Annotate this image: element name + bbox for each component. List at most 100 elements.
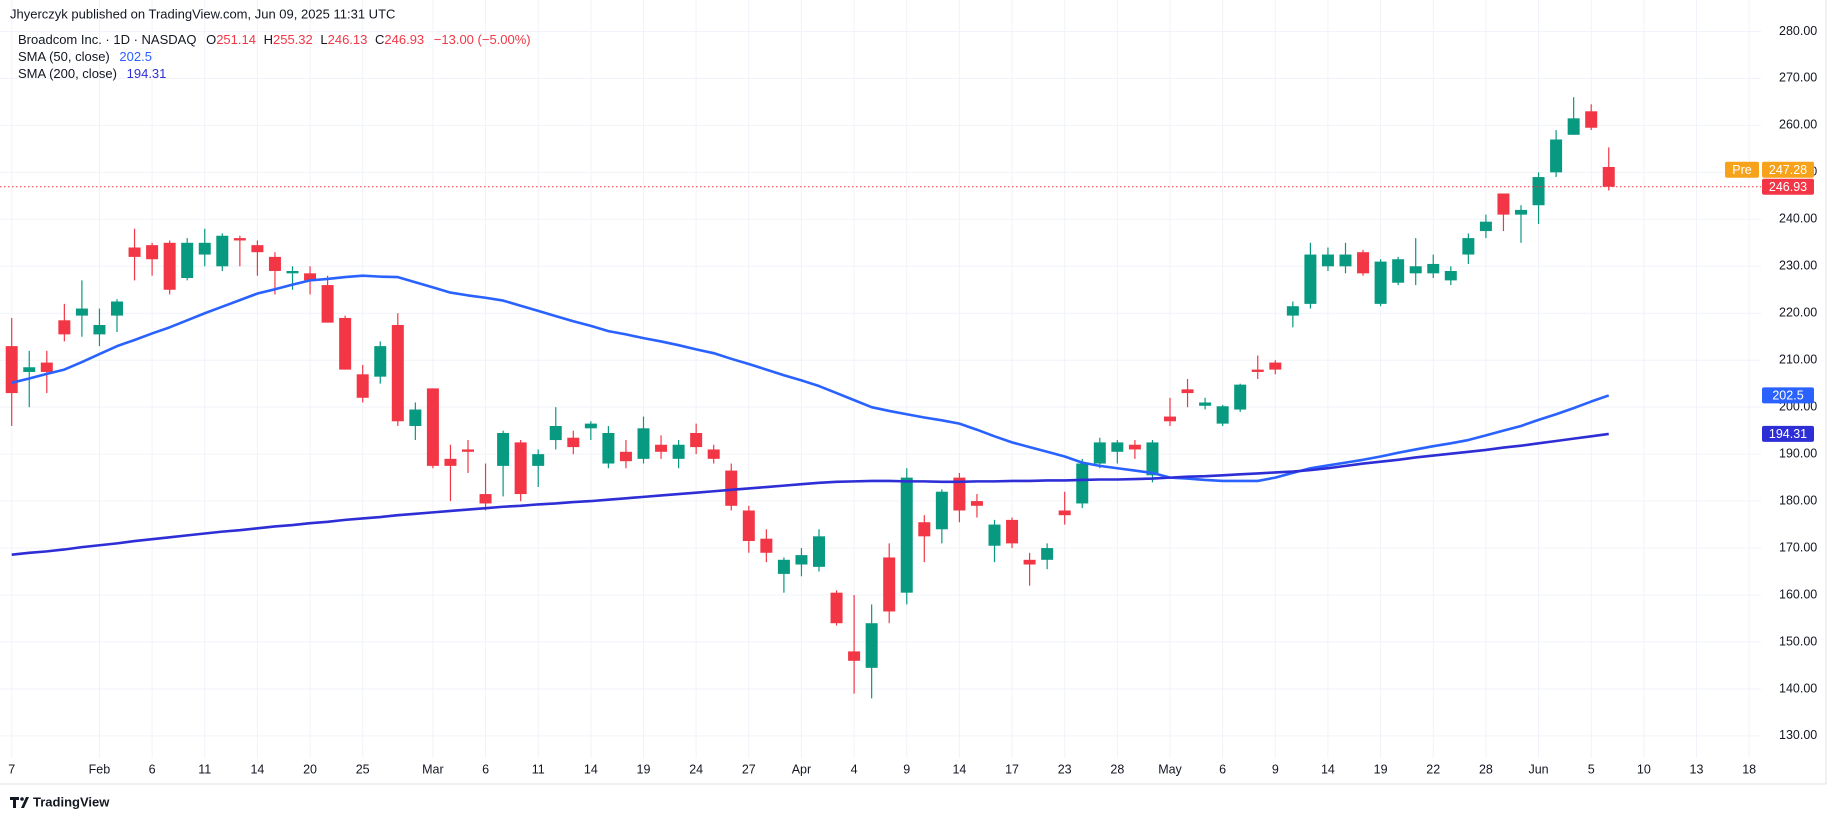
candle-body xyxy=(462,449,474,452)
candle-body xyxy=(848,651,861,661)
candle-body xyxy=(1567,118,1580,135)
candle-body xyxy=(514,442,527,495)
marks-layer xyxy=(0,97,1761,699)
y-tick-label: 140.00 xyxy=(1779,681,1817,695)
candle-body xyxy=(216,235,229,267)
y-tick-label: 170.00 xyxy=(1779,540,1817,554)
candle-body xyxy=(760,538,773,553)
candle-body xyxy=(128,247,141,257)
y-tick-label: 240.00 xyxy=(1779,212,1817,226)
y-tick-label: 130.00 xyxy=(1779,728,1817,742)
x-tick-label: Feb xyxy=(89,762,111,776)
ohlc-label: O xyxy=(206,32,216,47)
candle-body xyxy=(497,433,510,466)
sma-value: 194.31 xyxy=(127,66,167,81)
y-tick-label: 260.00 xyxy=(1779,118,1817,132)
symbol-legend: Broadcom Inc. · 1D · NASDAQ O251.14 H255… xyxy=(18,32,531,47)
sma-name: SMA (50, close) xyxy=(18,49,110,64)
candle-body xyxy=(532,454,545,466)
candle-body xyxy=(321,285,334,323)
candle-body xyxy=(1006,519,1019,544)
candle-body xyxy=(426,388,439,466)
candle-body xyxy=(391,324,404,422)
candle-body xyxy=(549,425,562,441)
y-tick-label: 180.00 xyxy=(1779,493,1817,507)
grid-layer xyxy=(0,0,1761,758)
candle-body xyxy=(198,242,211,255)
x-tick-label: 25 xyxy=(356,762,370,776)
sma-line xyxy=(11,432,1609,556)
candle-body xyxy=(1409,266,1422,274)
candle-body xyxy=(1041,548,1054,560)
last-price-badge: 246.93 xyxy=(1769,180,1807,194)
x-tick-label: 19 xyxy=(637,762,651,776)
candle-body xyxy=(830,592,843,624)
candle-body xyxy=(181,242,194,279)
sma-value: 202.5 xyxy=(119,49,152,64)
candle-body xyxy=(567,437,580,448)
candle-body xyxy=(23,367,36,372)
x-tick-label: Mar xyxy=(422,762,444,776)
x-tick-label: 4 xyxy=(851,762,858,776)
candle-body xyxy=(655,444,668,452)
ohlc-label: C xyxy=(375,32,384,47)
candle-body xyxy=(1269,362,1282,370)
x-tick-label: 28 xyxy=(1110,762,1124,776)
candle-body xyxy=(1515,209,1527,215)
x-tick-label: 24 xyxy=(689,762,703,776)
candle-body xyxy=(1181,389,1194,394)
y-tick-label: 280.00 xyxy=(1779,24,1817,38)
candle-body xyxy=(1427,263,1440,274)
x-tick-label: 11 xyxy=(532,762,545,776)
candle-body xyxy=(813,536,825,567)
candle-body xyxy=(637,428,650,459)
candle-body xyxy=(619,451,632,462)
candle-body xyxy=(1392,259,1405,283)
x-tick-label: 14 xyxy=(952,762,966,776)
candle-body xyxy=(953,477,966,511)
candle-body xyxy=(725,470,738,506)
ohlc-value: 251.14 xyxy=(216,32,256,47)
x-tick-label: 13 xyxy=(1690,762,1704,776)
y-tick-label: 270.00 xyxy=(1779,71,1817,85)
x-tick-label: 6 xyxy=(149,762,156,776)
candle-body xyxy=(1199,402,1212,406)
logo-dot xyxy=(20,797,24,801)
pre-price-badge: 247.28 xyxy=(1769,163,1807,177)
candle-body xyxy=(58,320,71,335)
candle-body xyxy=(1585,111,1598,128)
candle-body xyxy=(584,423,597,429)
y-tick-label: 210.00 xyxy=(1779,353,1817,367)
candle-body xyxy=(602,433,615,464)
x-tick-label: 17 xyxy=(1005,762,1019,776)
candle-body xyxy=(1111,442,1124,452)
candle-body xyxy=(707,449,720,459)
candle-body xyxy=(146,245,159,260)
candle-body xyxy=(918,522,931,537)
x-tick-label: 27 xyxy=(742,762,756,776)
ohlc-label: H xyxy=(264,32,273,47)
y-tick-label: 220.00 xyxy=(1779,306,1817,320)
sma-badge-bg xyxy=(1762,387,1814,404)
candle-body xyxy=(970,501,983,506)
x-tick-label: 9 xyxy=(1272,762,1279,776)
x-tick-label: 6 xyxy=(482,762,489,776)
candle-body xyxy=(409,409,422,426)
candle-body xyxy=(5,346,18,394)
candle-body xyxy=(1462,238,1475,255)
y-tick-label: 230.00 xyxy=(1779,259,1817,273)
sma-legend: SMA (200, close) 194.31 xyxy=(18,66,166,81)
pre-label: Pre xyxy=(1732,163,1752,177)
last-price-badge-bg xyxy=(1762,178,1814,195)
candle-body xyxy=(883,557,896,612)
candle-body xyxy=(40,362,53,372)
x-tick-label: Apr xyxy=(792,762,811,776)
x-tick-label: May xyxy=(1158,762,1182,776)
x-tick-label: 28 xyxy=(1479,762,1493,776)
candle-body xyxy=(1286,306,1299,316)
candle-body xyxy=(1164,416,1176,422)
x-tick-label: 11 xyxy=(198,762,211,776)
pre-label-bg xyxy=(1725,161,1759,178)
